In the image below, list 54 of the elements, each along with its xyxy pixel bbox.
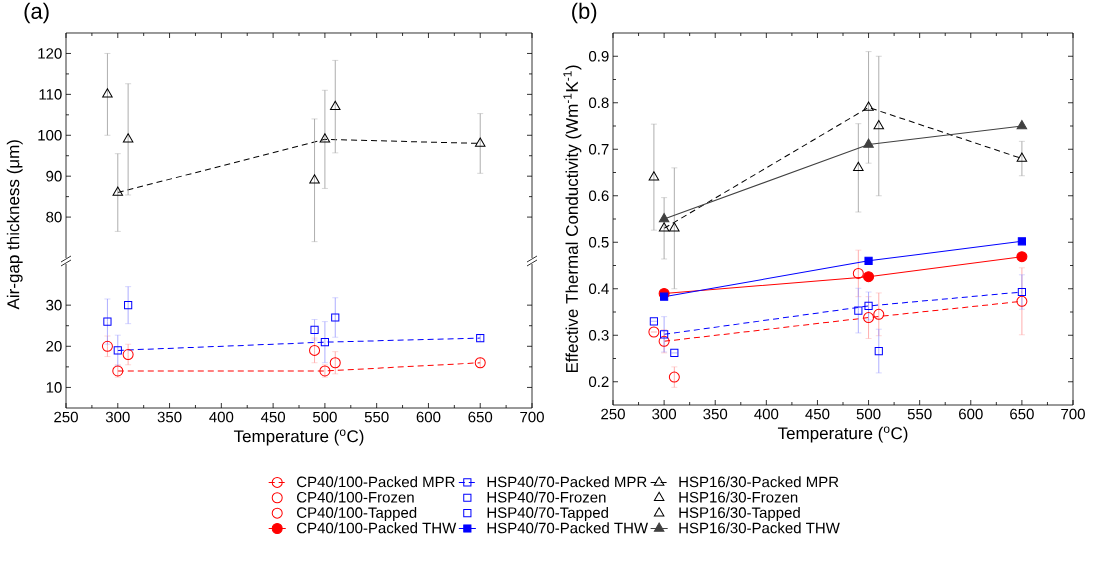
legend-label: CP40/100-Packed THW [297, 522, 457, 534]
x-tick-label: 250 [601, 408, 625, 420]
y-tick-label: 20 [46, 340, 62, 352]
legend-label: HSP16/30-Packed THW [679, 522, 840, 534]
x-tick-label: 550 [364, 411, 389, 423]
y-axis-title: Air-gap thickness (μm) [6, 140, 23, 310]
legend-label: HSP16/30-Frozen [679, 491, 798, 503]
y-tick-label: 30 [46, 299, 62, 311]
y-tick-label: 0.9 [589, 50, 609, 62]
x-tick-label: 650 [468, 411, 493, 423]
legend-label: HSP16/30-Packed MPR [679, 476, 839, 488]
y-tick-label: 0.7 [589, 143, 609, 155]
x-axis-title: Temperature ($^{o}$C) [233, 429, 364, 446]
x-tick-label: 250 [54, 411, 78, 423]
legend-label: CP40/100-Packed MPR [297, 476, 455, 488]
legend-label: HSP16/30-Tapped [679, 506, 800, 521]
legend-label: CP40/100-Tapped [297, 506, 417, 521]
x-tick-label: 600 [959, 408, 983, 420]
y-tick-label: 0.3 [589, 329, 609, 341]
legend-label: HSP40/70-Frozen [487, 491, 606, 503]
y-tick-label: 0.8 [589, 97, 609, 109]
legend-label: CP40/100-Frozen [297, 491, 414, 503]
y-tick-label: 0.2 [589, 376, 609, 388]
legend-label: HSP40/70-Packed THW [487, 522, 649, 534]
x-tick-label: 550 [907, 408, 932, 420]
y-tick-label: 120 [38, 48, 62, 59]
x-tick-label: 400 [754, 408, 779, 420]
y-tick-label: 0.5 [589, 236, 609, 248]
y-tick-label: 10 [46, 382, 62, 393]
y-tick-label: 0.6 [589, 190, 609, 202]
y-tick-label: 110 [39, 89, 62, 100]
x-tick-label: 700 [1061, 408, 1085, 420]
legend-label: HSP40/70-Tapped [487, 506, 608, 521]
x-tick-label: 300 [105, 411, 130, 423]
x-tick-label: 500 [856, 408, 881, 420]
legend-label: HSP40/70-Packed MPR [487, 476, 647, 488]
chart-title: (a) [24, 2, 49, 24]
x-tick-label: 350 [703, 408, 728, 420]
x-tick-label: 300 [652, 408, 677, 420]
x-tick-label: 450 [260, 411, 286, 423]
x-tick-label: 600 [416, 411, 441, 423]
x-tick-label: 350 [157, 411, 182, 423]
x-tick-label: 700 [520, 411, 544, 423]
y-axis-title: Effective Thermal Conductivity (Wm$^{-1}$K$^{-1}$) [563, 65, 582, 373]
x-tick-label: 650 [1010, 408, 1034, 420]
x-axis-title: Temperature ($^{o}$C) [777, 426, 908, 443]
y-tick-label: 0.4 [589, 283, 609, 295]
y-tick-label: 100 [38, 129, 62, 141]
x-tick-label: 500 [312, 411, 337, 423]
x-tick-label: 450 [805, 408, 830, 420]
y-tick-label: 80 [46, 211, 62, 223]
x-tick-label: 400 [209, 411, 234, 423]
chart-title: (b) [572, 2, 597, 24]
y-tick-label: 90 [46, 170, 62, 182]
